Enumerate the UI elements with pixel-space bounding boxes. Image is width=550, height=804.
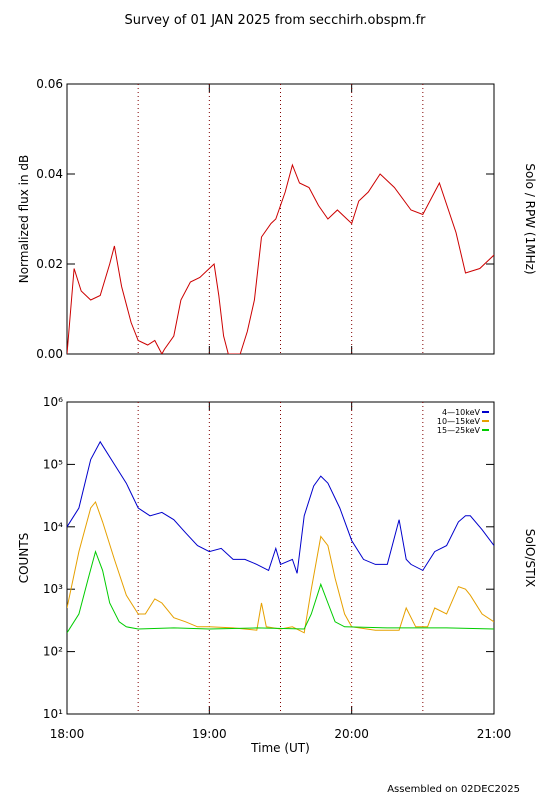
y-tick-label: 0.02 <box>36 257 63 271</box>
y-tick-label: 10³ <box>43 582 63 596</box>
x-axis-label: Time (UT) <box>250 741 310 755</box>
y-tick-label: 10⁶ <box>43 395 63 409</box>
page-title: Survey of 01 JAN 2025 from secchirh.obsp… <box>125 13 427 28</box>
y-axis-label: Normalized flux in dB <box>17 155 31 284</box>
data-line <box>67 549 494 634</box>
y-axis-label: COUNTS <box>17 533 31 584</box>
y-tick-label: 0.06 <box>36 77 63 91</box>
x-tick-label: 20:00 <box>334 727 369 741</box>
legend-label: 4—10keV <box>442 408 481 417</box>
y-tick-label: 10⁴ <box>43 520 63 534</box>
y-tick-label: 10⁵ <box>43 457 63 471</box>
y-tick-label: 0.04 <box>36 167 63 181</box>
legend-label: 10—15keV <box>437 417 481 426</box>
y-tick-label: 10² <box>43 645 63 659</box>
series-group <box>67 163 494 354</box>
data-line <box>67 500 494 634</box>
side-label: SolO/STIX <box>523 529 537 588</box>
x-tick-label: 18:00 <box>50 727 85 741</box>
data-line <box>67 440 494 574</box>
data-line <box>67 163 494 354</box>
series-group <box>67 440 494 634</box>
x-tick-label: 19:00 <box>192 727 227 741</box>
y-tick-label: 0.00 <box>36 347 63 361</box>
x-tick-label: 21:00 <box>477 727 512 741</box>
footer: Assembled on 02DEC2025 <box>387 784 520 795</box>
side-label: Solo / RPW (1MHz) <box>523 163 537 274</box>
legend-label: 15—25keV <box>437 426 481 435</box>
y-tick-label: 10¹ <box>43 707 63 721</box>
